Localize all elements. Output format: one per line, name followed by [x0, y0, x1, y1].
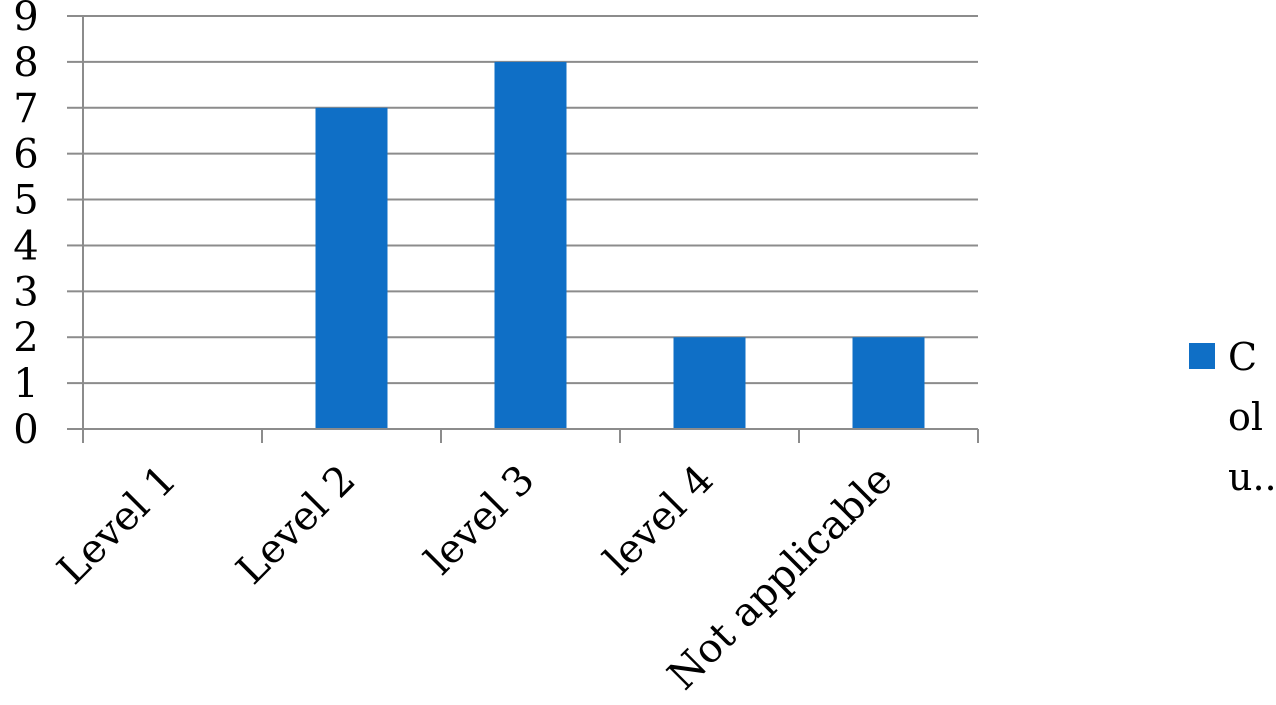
axes	[67, 15, 979, 443]
bars	[315, 61, 925, 430]
legend: Col u...	[1189, 335, 1276, 499]
bar-level-4	[673, 337, 746, 429]
bar-not-applicable	[852, 337, 925, 429]
y-tick-label-4: 4	[13, 223, 38, 269]
y-tick-label-5: 5	[13, 178, 38, 224]
y-tick-label-2: 2	[13, 315, 38, 361]
x-tick-label-level-2: Level 2	[228, 457, 365, 594]
y-tick-label-7: 7	[13, 86, 38, 132]
x-tick-label-level-1: Level 1	[49, 457, 186, 594]
legend-label-line-1: C	[1228, 335, 1257, 379]
y-tick-label-6: 6	[13, 132, 38, 178]
legend-label-line-2: ol	[1228, 395, 1263, 439]
x-tick-label-level-4: level 4	[596, 457, 723, 584]
y-tick-label-9: 9	[13, 0, 38, 40]
y-tick-label-8: 8	[13, 40, 38, 86]
bar-level-3	[494, 61, 567, 430]
legend-label-line-3: u...	[1228, 455, 1276, 499]
legend-swatch	[1189, 343, 1215, 369]
x-tick-label-level-3: level 3	[417, 457, 544, 584]
y-tick-label-1: 1	[13, 361, 38, 407]
y-tick-label-0: 0	[13, 407, 38, 453]
bar-level-2	[315, 107, 388, 430]
y-tick-label-3: 3	[13, 269, 38, 315]
